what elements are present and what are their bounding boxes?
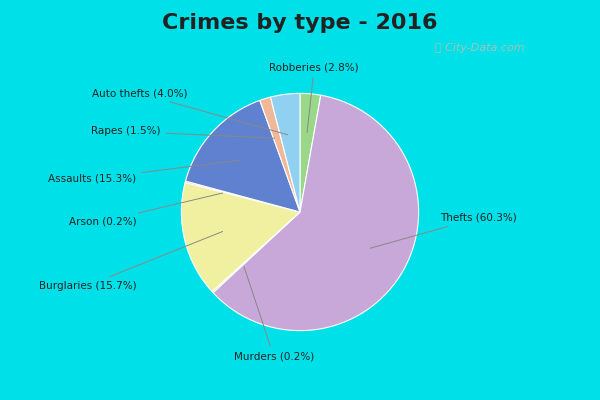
- Text: Auto thefts (4.0%): Auto thefts (4.0%): [92, 88, 287, 135]
- Wedge shape: [300, 93, 321, 212]
- Text: Arson (0.2%): Arson (0.2%): [68, 193, 223, 226]
- Wedge shape: [212, 212, 300, 293]
- Wedge shape: [271, 93, 300, 212]
- Text: Thefts (60.3%): Thefts (60.3%): [370, 213, 517, 248]
- Wedge shape: [185, 181, 300, 212]
- Text: Rapes (1.5%): Rapes (1.5%): [91, 126, 275, 138]
- Text: Assaults (15.3%): Assaults (15.3%): [48, 160, 241, 184]
- Text: Murders (0.2%): Murders (0.2%): [234, 267, 314, 362]
- Wedge shape: [213, 95, 419, 331]
- Text: Burglaries (15.7%): Burglaries (15.7%): [38, 232, 223, 290]
- Text: Robberies (2.8%): Robberies (2.8%): [269, 62, 359, 132]
- Title: Crimes by type - 2016: Crimes by type - 2016: [162, 13, 438, 33]
- Wedge shape: [185, 100, 300, 212]
- Text: ⓘ City-Data.com: ⓘ City-Data.com: [435, 43, 525, 53]
- Wedge shape: [260, 97, 300, 212]
- Wedge shape: [181, 182, 300, 292]
